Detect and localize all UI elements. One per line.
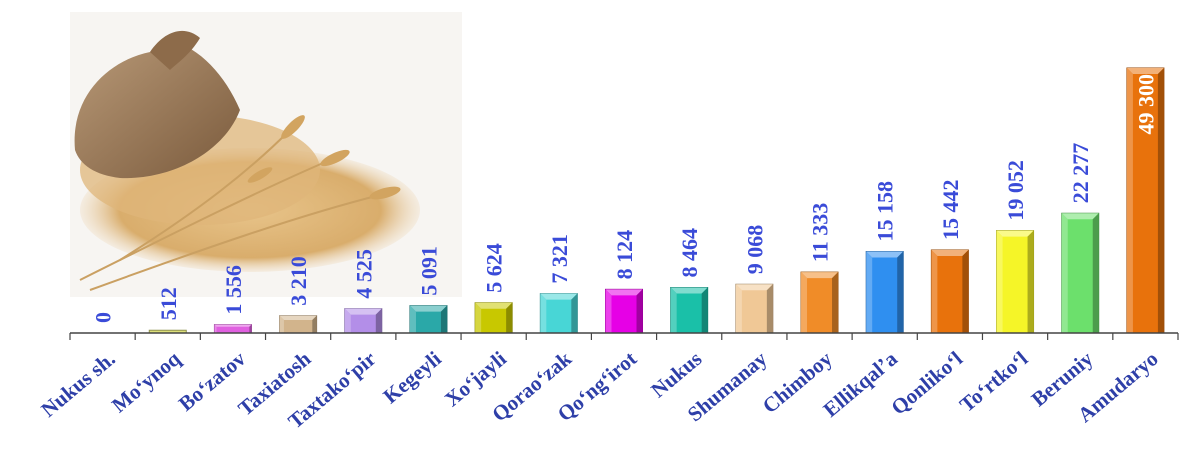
bar-bevel-top [1061, 213, 1099, 220]
category-label: Nukus [646, 346, 706, 402]
value-label: 49 300 [1133, 74, 1158, 135]
bar-bevel-right [962, 249, 969, 333]
bar-bevel-right [1092, 213, 1099, 333]
bar-10 [735, 283, 774, 334]
bar-9 [670, 287, 709, 334]
value-label: 11 333 [808, 203, 833, 262]
value-label: 19 052 [1003, 160, 1028, 221]
bar-bevel-left [931, 249, 938, 333]
bar-body [735, 283, 774, 334]
bar-2 [213, 324, 252, 334]
wheat-sack-image [70, 12, 462, 297]
bar-body [930, 249, 969, 334]
bar-bevel-top [279, 315, 317, 321]
bar-bevel-right [897, 251, 904, 333]
value-labels-group: 0 512 1 556 3 210 4 525 5 091 5 624 7 321 8 124 8… [91, 74, 1159, 323]
value-label: 15 442 [938, 179, 963, 240]
bar-14 [996, 230, 1035, 334]
bar-bevel-right [249, 324, 252, 333]
bar-4 [344, 308, 383, 334]
bar-bevel-left [801, 272, 808, 333]
bar-bevel-top [866, 251, 904, 258]
bar-bevel-right [506, 302, 513, 333]
category-label: To‘rtko‘l [955, 346, 1033, 416]
value-label: 5 091 [416, 246, 441, 296]
bar-bevel-right [571, 293, 578, 333]
value-label: 8 464 [677, 228, 702, 278]
value-label: 0 [91, 312, 116, 323]
bar-bevel-left [866, 251, 873, 333]
value-label: 3 210 [286, 256, 311, 306]
bar-7 [539, 293, 578, 334]
value-label: 7 321 [547, 234, 572, 284]
value-label: 22 277 [1068, 143, 1093, 204]
bar-bevel-top [540, 293, 578, 300]
bar-bevel-right [1157, 68, 1164, 333]
category-label: Kegeyli [378, 346, 445, 408]
bar-5 [409, 305, 448, 334]
bar-bevel-left [1126, 68, 1133, 333]
value-label: 8 124 [612, 230, 637, 280]
bar-bevel-right [766, 284, 773, 333]
bar-bevel-top [670, 287, 708, 294]
bar-bevel-right [1027, 230, 1034, 333]
bar-bevel-top [801, 272, 839, 279]
bar-bevel-left [605, 289, 612, 333]
x-axis-ticks [69, 333, 1179, 340]
bar-bevel-left [475, 302, 482, 333]
category-label: Mo‘ynoq [107, 346, 185, 417]
bar-bevel-top [1126, 68, 1164, 74]
value-label: 15 158 [873, 181, 898, 242]
bar-bevel-right [440, 305, 447, 333]
bar-bevel-top [409, 305, 447, 312]
bar-bevel-top [605, 289, 643, 296]
bar-bevel-top [475, 302, 513, 309]
category-label: Ellikqal’a [819, 346, 903, 422]
value-label: 9 068 [742, 225, 767, 275]
bar-bevel-left [670, 287, 677, 333]
value-label: 5 624 [482, 243, 507, 293]
value-label: 1 556 [221, 265, 246, 315]
bar-bevel-top [735, 284, 773, 291]
bar-bevel-left [1061, 213, 1068, 333]
category-labels-group: Nukus sh.Mo‘ynoqBo‘zatovTaxiatoshTaxtako… [36, 346, 1162, 433]
bar-15 [1061, 212, 1100, 334]
category-label: Qonliko‘l [886, 346, 967, 419]
bar-bevel-right [312, 315, 317, 333]
bar-bevel-left [344, 308, 351, 333]
bar-bevel-right [375, 308, 382, 333]
bar-bevel-left [996, 230, 1003, 333]
bar-bevel-left [279, 315, 284, 333]
bar-6 [474, 302, 513, 334]
bar-11 [800, 271, 839, 334]
bar-bevel-right [832, 272, 839, 333]
bars-group [148, 67, 1165, 334]
bar-12 [865, 251, 904, 334]
bar-bevel-top [344, 308, 382, 315]
value-label: 4 525 [351, 249, 376, 299]
bar-bevel-right [701, 287, 708, 333]
value-label: 512 [156, 287, 181, 320]
bar-bevel-left [735, 284, 742, 333]
bar-bevel-top [996, 230, 1034, 237]
bar-bevel-left [409, 305, 416, 333]
bar-13 [930, 249, 969, 334]
bar-8 [605, 288, 643, 334]
bar-bevel-left [540, 293, 547, 333]
bar-bevel-left [214, 324, 217, 333]
bar-3 [279, 315, 318, 334]
bar-bevel-right [636, 289, 643, 333]
bar-bevel-top [931, 249, 969, 256]
bar-bevel-top [214, 324, 252, 327]
category-label: Nukus sh. [36, 346, 119, 421]
bar-16 [1126, 67, 1165, 334]
